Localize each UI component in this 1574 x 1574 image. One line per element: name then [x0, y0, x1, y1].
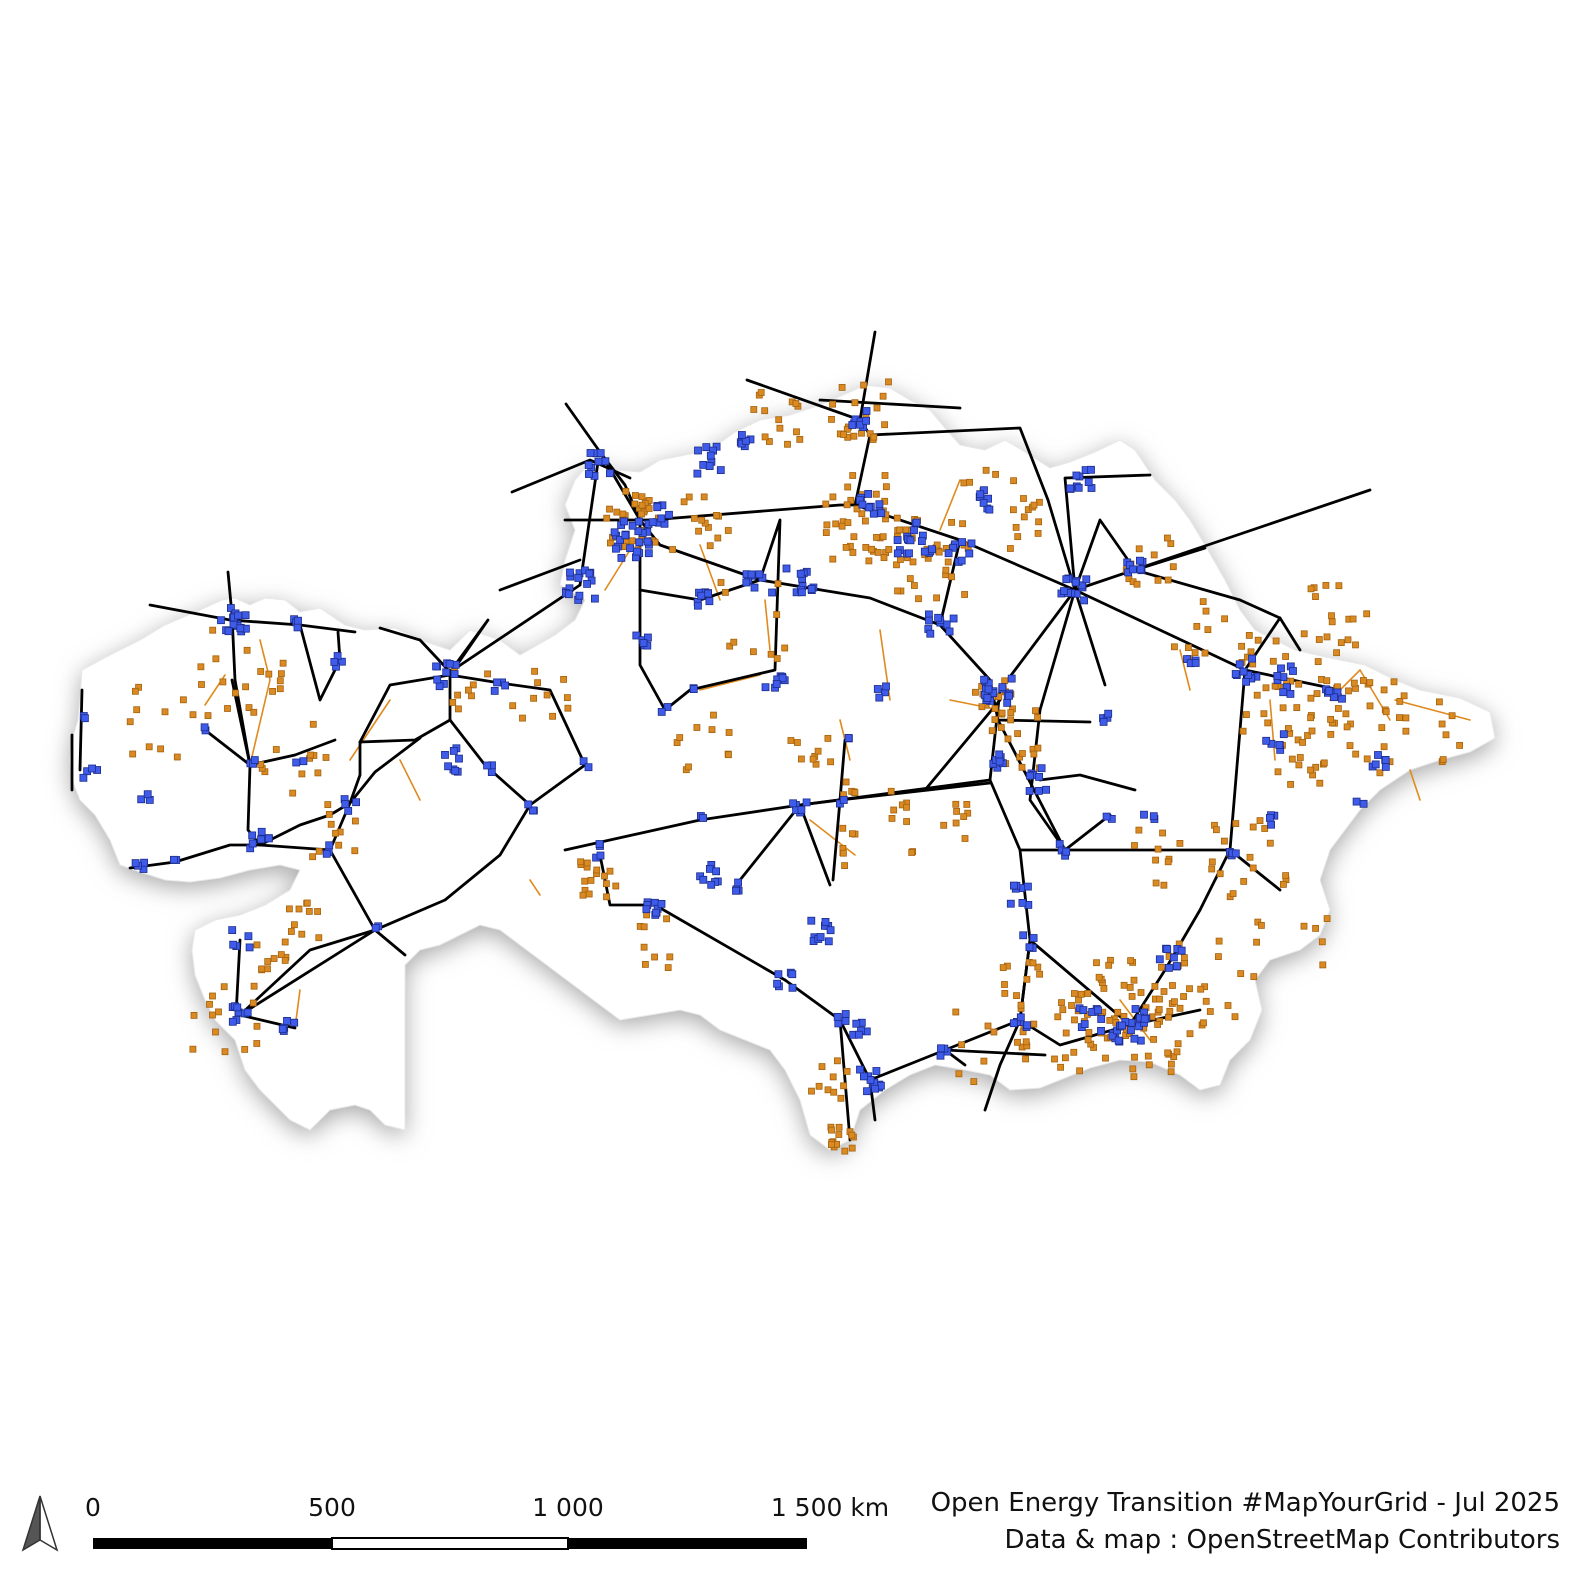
scale-bar: 0 500 1 000 1 500 km	[85, 1493, 889, 1550]
map-credit-source: Data & map : OpenStreetMap Contributors	[1004, 1525, 1560, 1555]
country-outline	[69, 384, 1496, 1151]
power-lines-lower-voltage	[204, 479, 1471, 1041]
scale-label-0: 0	[85, 1493, 101, 1522]
north-arrow-icon	[21, 1495, 59, 1552]
map-credit-title: Open Energy Transition #MapYourGrid - Ju…	[930, 1488, 1560, 1518]
scale-label-1500: 1 500 km	[771, 1493, 889, 1522]
substations-major	[79, 407, 1390, 1096]
scale-label-1000: 1 000	[532, 1493, 604, 1522]
scale-label-500: 500	[308, 1493, 356, 1522]
